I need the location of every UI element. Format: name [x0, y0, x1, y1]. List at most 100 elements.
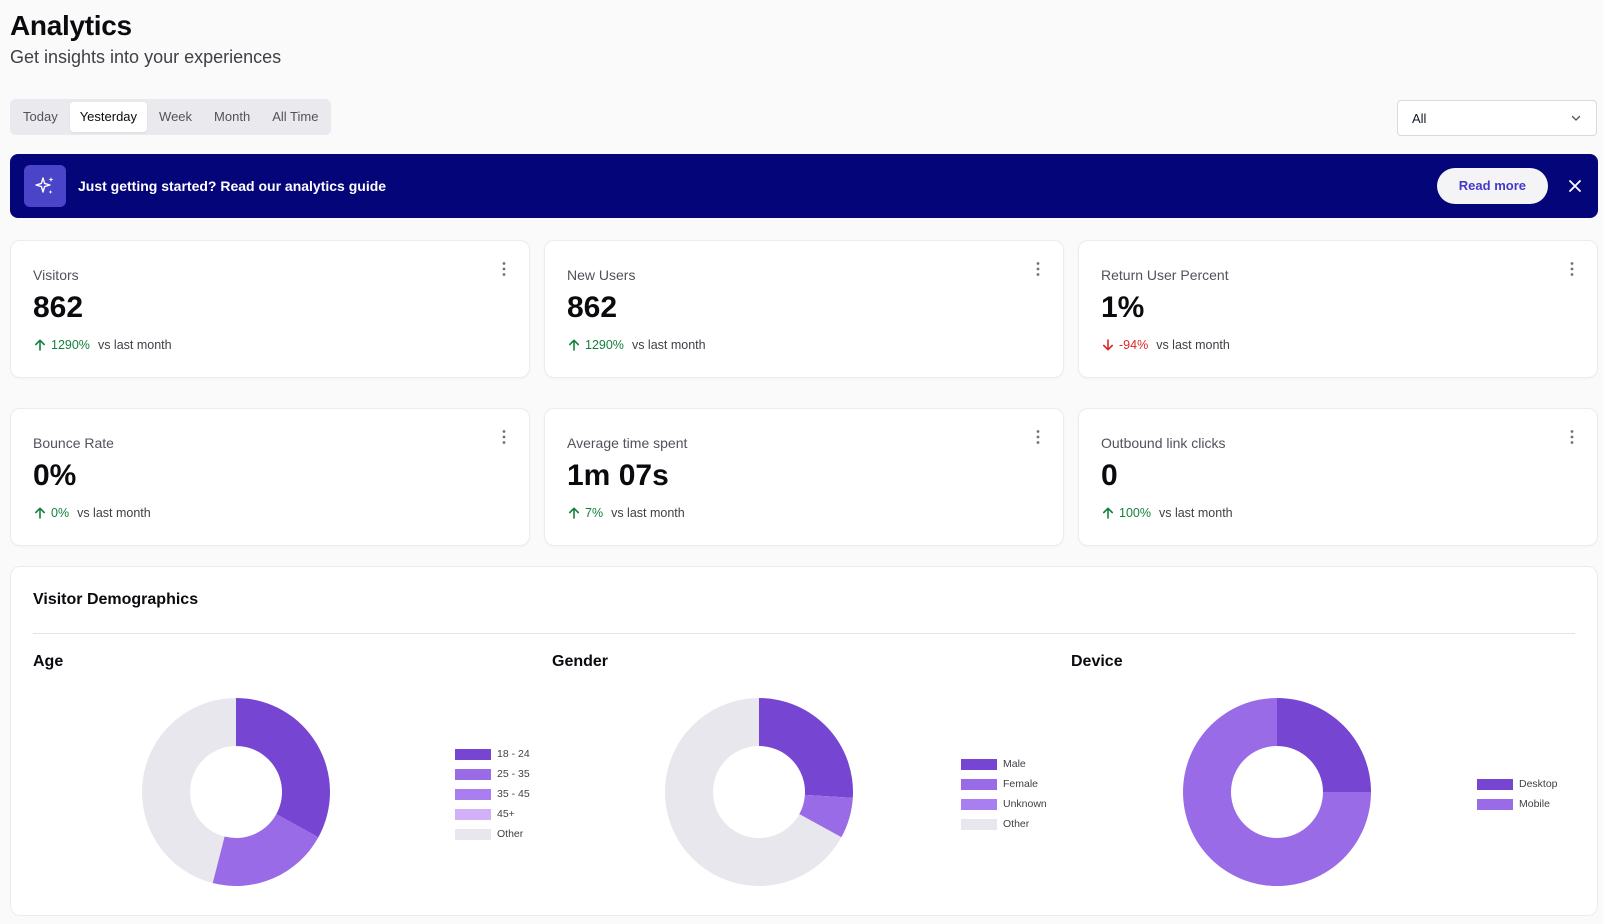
filter-select-value: All — [1412, 110, 1427, 126]
legend-item-18-24[interactable]: 18 - 24 — [455, 744, 530, 764]
slice-male[interactable] — [759, 698, 853, 798]
stat-value: 1% — [1101, 291, 1145, 324]
legend-swatch — [961, 778, 997, 790]
device-title: Device — [1071, 653, 1123, 670]
delta-comparison: vs last month — [77, 506, 151, 520]
device-section: Device Desktop Mobile — [1071, 645, 1591, 905]
legend-swatch — [961, 818, 997, 830]
legend-label: Mobile — [1519, 798, 1550, 810]
gender-title: Gender — [552, 653, 609, 670]
legend-swatch — [1477, 798, 1513, 810]
analytics-guide-banner: Just getting started? Read our analytics… — [10, 154, 1598, 218]
stat-label: New Users — [567, 267, 636, 283]
tab-all-time[interactable]: All Time — [272, 109, 319, 124]
slice-other[interactable] — [665, 698, 842, 886]
demographics-title: Visitor Demographics — [33, 591, 199, 608]
slice-25-35[interactable] — [212, 814, 319, 886]
legend-item-female[interactable]: Female — [961, 774, 1047, 794]
legend-item-unknown[interactable]: Unknown — [961, 794, 1047, 814]
stat-label: Bounce Rate — [33, 435, 114, 451]
arrow-down-icon — [1103, 339, 1113, 351]
stat-label: Average time spent — [567, 435, 688, 451]
date-range-tabs: Today Yesterday Week Month All Time — [10, 99, 332, 135]
legend-swatch — [1477, 778, 1513, 790]
slice-mobile[interactable] — [1183, 698, 1371, 886]
legend-label: 25 - 35 — [497, 768, 530, 780]
banner-text: Just getting started? Read our analytics… — [78, 178, 387, 194]
more-vertical-icon[interactable] — [1035, 429, 1041, 445]
stat-card-bounce-rate: Bounce Rate 0% 0% vs last month — [10, 408, 530, 546]
filter-select[interactable]: All — [1397, 100, 1597, 136]
visitor-demographics-card: Visitor Demographics Age 18 - 24 25 - 35 3… — [10, 566, 1598, 916]
delta-percent: 1290% — [585, 338, 624, 352]
slice-18-24[interactable] — [236, 698, 330, 838]
tab-today[interactable]: Today — [23, 109, 58, 124]
legend-swatch — [455, 788, 491, 800]
legend-item-45[interactable]: 45+ — [455, 804, 530, 824]
delta-comparison: vs last month — [611, 506, 685, 520]
gender-donut-chart — [665, 698, 853, 886]
stat-card-return-user-percent: Return User Percent 1% -94% vs last mont… — [1078, 240, 1598, 378]
delta-percent: 7% — [585, 506, 604, 520]
arrow-up-icon — [569, 507, 579, 519]
age-donut-chart — [142, 698, 330, 886]
slice-other[interactable] — [142, 698, 236, 884]
chevron-down-icon — [1571, 115, 1581, 121]
legend-item-35-45[interactable]: 35 - 45 — [455, 784, 530, 804]
legend-swatch — [455, 828, 491, 840]
page-subtitle: Get insights into your experiences — [10, 47, 282, 67]
stat-label: Return User Percent — [1101, 267, 1229, 283]
more-vertical-icon[interactable] — [1035, 261, 1041, 277]
arrow-up-icon — [569, 339, 579, 351]
divider — [33, 633, 1575, 634]
legend-item-male[interactable]: Male — [961, 754, 1047, 774]
delta-comparison: vs last month — [1156, 338, 1230, 352]
legend-label: Other — [1003, 818, 1030, 830]
more-vertical-icon[interactable] — [1569, 429, 1575, 445]
legend-swatch — [961, 758, 997, 770]
arrow-up-icon — [35, 507, 45, 519]
legend-item-other[interactable]: Other — [455, 824, 530, 844]
stat-delta: 7% vs last month — [567, 506, 685, 520]
close-icon[interactable] — [1566, 177, 1584, 195]
legend-label: 18 - 24 — [497, 748, 530, 760]
delta-percent: 1290% — [51, 338, 90, 352]
legend-label: 35 - 45 — [497, 788, 530, 800]
legend-item-desktop[interactable]: Desktop — [1477, 774, 1558, 794]
device-donut-chart — [1183, 698, 1371, 886]
stat-delta: 1290% vs last month — [567, 338, 706, 352]
legend-swatch — [455, 768, 491, 780]
gender-section: Gender Male Female Unknown Other — [552, 645, 1072, 905]
legend-label: 45+ — [497, 808, 515, 820]
device-legend: Desktop Mobile — [1477, 774, 1558, 814]
stat-value: 0 — [1101, 459, 1118, 492]
tab-week[interactable]: Week — [159, 109, 193, 124]
slice-desktop[interactable] — [1277, 698, 1371, 792]
stat-card-average-time-spent: Average time spent 1m 07s 7% vs last mon… — [544, 408, 1064, 546]
slice-female[interactable] — [799, 794, 853, 838]
stat-delta: -94% vs last month — [1101, 338, 1230, 352]
legend-item-other[interactable]: Other — [961, 814, 1047, 834]
gender-legend: Male Female Unknown Other — [961, 754, 1047, 834]
stat-value: 862 — [33, 291, 84, 324]
page-title: Analytics — [10, 10, 132, 41]
legend-swatch — [455, 748, 491, 760]
stat-label: Visitors — [33, 267, 79, 283]
read-more-button[interactable]: Read more — [1436, 168, 1548, 204]
more-vertical-icon[interactable] — [1569, 261, 1575, 277]
age-title: Age — [33, 653, 64, 670]
age-section: Age 18 - 24 25 - 35 35 - 45 45+ Other — [33, 645, 553, 905]
stat-delta: 100% vs last month — [1101, 506, 1233, 520]
stat-value: 1m 07s — [567, 459, 669, 492]
legend-label: Unknown — [1003, 798, 1047, 810]
legend-item-mobile[interactable]: Mobile — [1477, 794, 1558, 814]
legend-item-25-35[interactable]: 25 - 35 — [455, 764, 530, 784]
delta-percent: 100% — [1119, 506, 1151, 520]
more-vertical-icon[interactable] — [501, 429, 507, 445]
more-vertical-icon[interactable] — [501, 261, 507, 277]
stat-delta: 1290% vs last month — [33, 338, 172, 352]
tab-month[interactable]: Month — [214, 109, 251, 124]
stat-value: 862 — [567, 291, 618, 324]
tab-yesterday[interactable]: Yesterday — [69, 102, 148, 132]
arrow-up-icon — [1103, 507, 1113, 519]
